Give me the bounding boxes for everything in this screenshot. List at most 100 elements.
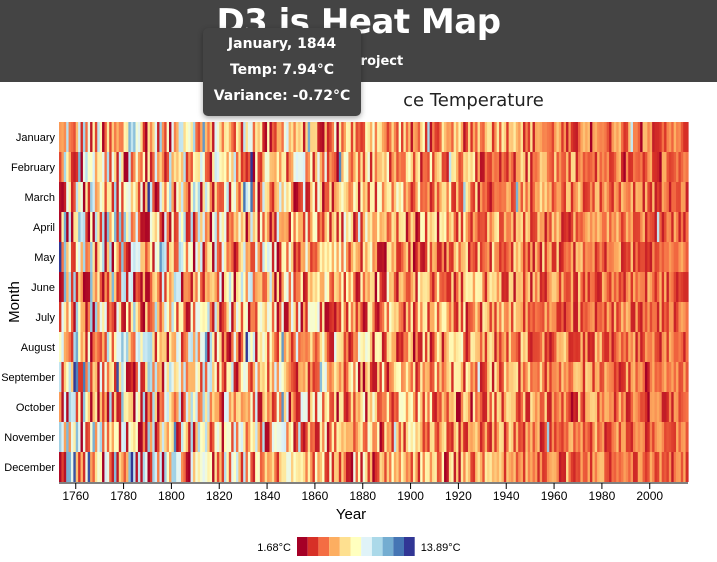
heatmap-cell	[671, 332, 675, 362]
heatmap-cell	[102, 452, 106, 482]
heatmap-cell	[209, 332, 213, 362]
heatmap-cell	[214, 212, 218, 242]
heatmap-cell	[616, 452, 620, 482]
heatmap-cell	[164, 242, 168, 272]
heatmap-cell	[161, 152, 165, 182]
heatmap-cell	[259, 182, 263, 212]
heatmap-cell	[577, 242, 581, 272]
heatmap-cell	[475, 332, 479, 362]
heatmap-cell	[245, 362, 249, 392]
heatmap-cell	[271, 242, 275, 272]
heatmap-cell	[240, 452, 244, 482]
heatmap-cell	[563, 152, 567, 182]
heatmap-cell	[238, 272, 242, 302]
heatmap-cell	[197, 452, 201, 482]
heatmap-cell	[386, 452, 390, 482]
heatmap-cell	[250, 302, 254, 332]
heatmap-cell	[501, 272, 505, 302]
heatmap-cell	[185, 272, 189, 302]
heatmap-cell	[544, 302, 548, 332]
heatmap-cell	[267, 362, 271, 392]
heatmap-cell	[207, 242, 211, 272]
heatmap-cell	[135, 182, 139, 212]
heatmap-cell	[233, 452, 237, 482]
heatmap-cell	[305, 302, 309, 332]
heatmap-cell	[188, 302, 192, 332]
heatmap-cell	[338, 272, 342, 302]
heatmap-cell	[594, 212, 598, 242]
heatmap-cell	[267, 392, 271, 422]
heatmap-cell	[618, 302, 622, 332]
heatmap-cell	[290, 242, 294, 272]
heatmap-cell	[73, 242, 77, 272]
heatmap-cell	[377, 422, 381, 452]
heatmap-cell	[317, 302, 321, 332]
heatmap-cell	[219, 392, 223, 422]
heatmap-cell	[544, 272, 548, 302]
heatmap-cell	[585, 152, 589, 182]
heatmap-cell	[506, 122, 510, 152]
heatmap-cell	[420, 152, 424, 182]
heatmap-cell	[642, 272, 646, 302]
heatmap-cell	[302, 332, 306, 362]
heatmap-cell	[147, 452, 151, 482]
heatmap-cell	[97, 362, 101, 392]
heatmap-cell	[357, 182, 361, 212]
heatmap-cell	[532, 122, 536, 152]
heatmap-cell	[228, 122, 232, 152]
heatmap-cell	[542, 392, 546, 422]
heatmap-cell	[130, 272, 134, 302]
heatmap-cell	[561, 452, 565, 482]
heatmap-cell	[250, 272, 254, 302]
heatmap-cell	[140, 422, 144, 452]
heatmap-cell	[616, 242, 620, 272]
heatmap-cell	[262, 302, 266, 332]
heatmap-cell	[169, 122, 173, 152]
heatmap-cell	[412, 152, 416, 182]
heatmap-cell	[286, 182, 290, 212]
heatmap-cell	[336, 302, 340, 332]
heatmap-cell	[164, 362, 168, 392]
heatmap-cell	[99, 152, 103, 182]
heatmap-cell	[190, 242, 194, 272]
heatmap-cell	[68, 452, 72, 482]
heatmap-cell	[434, 422, 438, 452]
heatmap-cell	[479, 332, 483, 362]
heatmap-cell	[274, 392, 278, 422]
heatmap-cell	[542, 122, 546, 152]
heatmap-cell	[154, 122, 158, 152]
heatmap-cell	[465, 422, 469, 452]
heatmap-cell	[401, 272, 404, 302]
heatmap-cell	[346, 242, 349, 272]
heatmap-cell	[522, 392, 526, 422]
heatmap-cell	[556, 452, 560, 482]
heatmap-cell	[212, 122, 216, 152]
heatmap-cell	[369, 392, 373, 422]
heatmap-cell	[169, 422, 173, 452]
heatmap-cell	[228, 302, 232, 332]
heatmap-cell	[401, 422, 404, 452]
heatmap-cell	[145, 332, 149, 362]
heatmap-cell	[346, 422, 349, 452]
heatmap-cell	[652, 302, 656, 332]
heatmap-cell	[322, 332, 326, 362]
heatmap-cell	[628, 392, 632, 422]
heatmap-cell	[362, 302, 366, 332]
heatmap-cell	[479, 362, 483, 392]
heatmap-cell	[178, 212, 182, 242]
heatmap-cell	[683, 122, 687, 152]
heatmap-cell	[207, 122, 211, 152]
heatmap-cell	[104, 302, 108, 332]
heatmap-cell	[525, 272, 529, 302]
heatmap-cell	[398, 272, 402, 302]
heatmap-cell	[424, 332, 428, 362]
heatmap-cell	[379, 362, 383, 392]
heatmap-cell	[264, 152, 268, 182]
heatmap-cell	[671, 152, 675, 182]
heatmap-cell	[577, 272, 581, 302]
heatmap-cell	[467, 242, 471, 272]
heatmap-cell	[145, 242, 149, 272]
heatmap-cell	[307, 332, 311, 362]
heatmap-cell	[415, 212, 419, 242]
heatmap-cell	[137, 452, 141, 482]
